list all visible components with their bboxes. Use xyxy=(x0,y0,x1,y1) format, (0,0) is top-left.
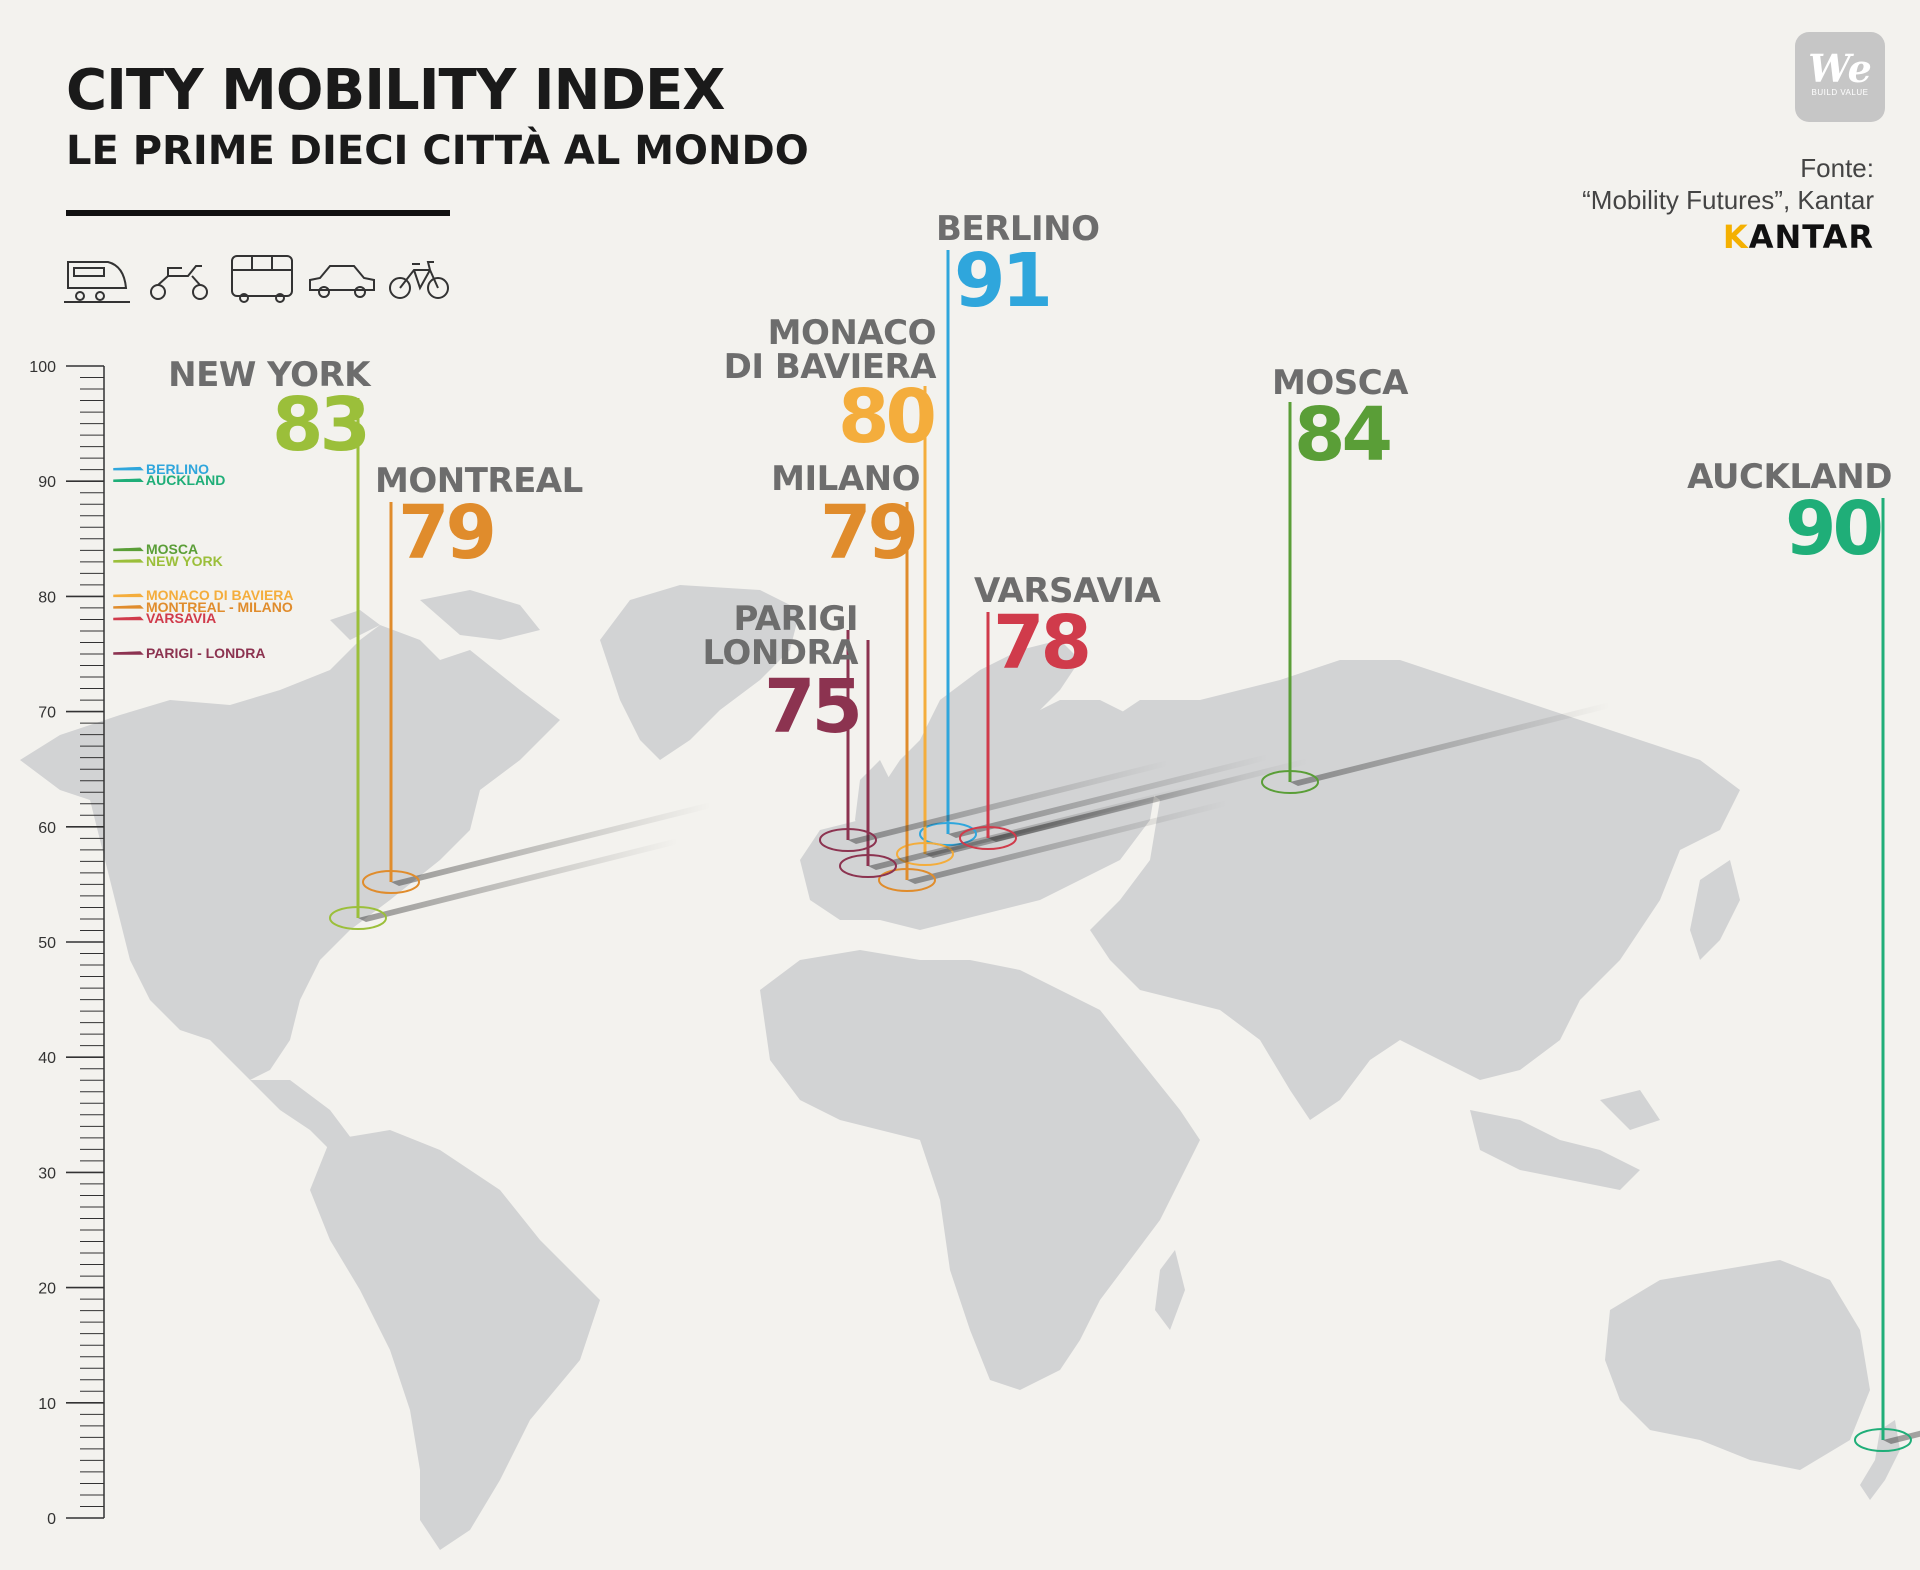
we-build-value-logo: We BUILD VALUE xyxy=(1795,32,1885,122)
scale-tick-label: 90 xyxy=(38,474,56,491)
city-score-milano: 79 xyxy=(820,490,919,576)
bus-icon xyxy=(231,255,293,303)
pin-shadow xyxy=(1290,702,1610,786)
city-name-varsavia-text: VARSAVIA xyxy=(974,571,1161,611)
title-underline xyxy=(66,210,450,216)
city-name-parigi-londra: PARIGI LONDRA xyxy=(702,599,858,673)
pin-shadow xyxy=(391,802,711,886)
scandinavia-landmass xyxy=(920,640,1080,770)
city-name-auckland: AUCKLAND xyxy=(1687,457,1892,497)
city-name-monaco: MONACO DI BAVIERA xyxy=(723,313,937,387)
city-score-parigi-londra: 75 xyxy=(764,664,863,750)
city-name-berlino: BERLINO xyxy=(936,212,1100,246)
africa-landmass xyxy=(760,950,1200,1390)
greenland-landmass xyxy=(600,585,800,760)
scale-tick-label: 40 xyxy=(38,1050,56,1067)
legend-label: VARSAVIA xyxy=(146,610,217,627)
city-name-mosca: MOSCA xyxy=(1272,363,1409,403)
legend-label: NEW YORK xyxy=(146,552,223,569)
source-label: Fonte: xyxy=(1800,153,1874,183)
legend-label: MOSCA xyxy=(146,541,199,558)
city-score-varsavia: 78 xyxy=(993,600,1092,686)
city-name-new-york: NEW YORK xyxy=(168,355,370,395)
scale-tick-label: 10 xyxy=(38,1396,56,1413)
city-score-montreal: 79 xyxy=(398,490,497,576)
city-score-monaco: 80 xyxy=(838,374,937,460)
city-name-montreal-text: MONTREAL xyxy=(375,461,583,501)
indonesia-islands xyxy=(1470,1090,1660,1190)
legend-label: MONTREAL - MILANO xyxy=(146,598,293,615)
city-pins xyxy=(329,250,1920,1452)
australia-landmass xyxy=(1605,1260,1870,1470)
scooter-icon xyxy=(150,265,208,300)
scale-tick-label: 80 xyxy=(38,589,56,606)
uk-landmass xyxy=(855,760,895,845)
legend-marker xyxy=(113,478,144,482)
page-subtitle: LE PRIME DIECI CITTÀ AL MONDO xyxy=(66,128,809,174)
kantar-logo-k: K xyxy=(1722,218,1749,256)
scale-tick-label: 100 xyxy=(29,359,56,376)
legend-label: PARIGI - LONDRA xyxy=(146,645,266,661)
japan-landmass xyxy=(1690,860,1740,960)
pin-shadow xyxy=(848,760,1168,844)
city-name-berlino-text: BERLINO xyxy=(936,209,1100,249)
pin-shadow xyxy=(907,800,1227,884)
legend-marker xyxy=(113,559,144,563)
kantar-logo: KANTAR xyxy=(1723,218,1874,256)
scale-tick-label: 0 xyxy=(47,1511,56,1528)
city-name-mosca-text: MOSCA xyxy=(1272,363,1409,403)
transport-icons xyxy=(64,255,449,303)
legend-label: MONACO DI BAVIERA xyxy=(146,587,294,604)
scale-tick-label: 60 xyxy=(38,820,56,837)
scale-legend-markers xyxy=(113,466,144,655)
south-america-landmass xyxy=(310,1130,600,1550)
source-block: Fonte: “Mobility Futures”, Kantar xyxy=(1582,152,1874,216)
north-america-landmass xyxy=(20,625,560,1080)
city-score-mosca: 84 xyxy=(1294,392,1393,478)
scale-tick-label: 70 xyxy=(38,705,56,722)
city-score-auckland: 90 xyxy=(1785,486,1884,572)
city-score-new-york: 83 xyxy=(272,382,371,468)
scale-tick-label: 30 xyxy=(38,1165,56,1182)
legend-label: BERLINO xyxy=(146,460,209,477)
city-name-montreal: MONTREAL xyxy=(375,464,583,498)
arctic-islands xyxy=(330,590,540,640)
legend-marker xyxy=(113,605,144,609)
scale-tick-label: 50 xyxy=(38,935,56,952)
madagascar-landmass xyxy=(1155,1250,1185,1330)
pin-shadow xyxy=(358,838,678,922)
train-icon xyxy=(64,261,130,303)
bicycle-icon xyxy=(389,261,449,299)
city-score-berlino: 91 xyxy=(954,238,1053,324)
kantar-logo-rest: ANTAR xyxy=(1748,218,1874,256)
city-name-varsavia: VARSAVIA xyxy=(974,571,1161,611)
pin-shadow xyxy=(948,754,1268,838)
source-name: “Mobility Futures”, Kantar xyxy=(1582,185,1874,215)
car-icon xyxy=(309,265,375,298)
legend-label: AUCKLAND xyxy=(146,472,226,489)
legend-marker xyxy=(113,466,144,471)
legend-marker xyxy=(113,547,144,552)
legend-marker xyxy=(113,593,144,598)
pin-shadow xyxy=(988,758,1308,842)
city-name-milano: MILANO xyxy=(771,459,920,499)
pin-shadow xyxy=(1883,1430,1920,1444)
logo-tagline: BUILD VALUE xyxy=(1811,88,1869,97)
page-title: CITY MOBILITY INDEX xyxy=(66,58,725,123)
legend-marker xyxy=(113,651,144,655)
logo-main-text: We xyxy=(1808,46,1872,91)
scale-tick-label: 20 xyxy=(38,1281,56,1298)
legend-marker xyxy=(113,616,144,621)
